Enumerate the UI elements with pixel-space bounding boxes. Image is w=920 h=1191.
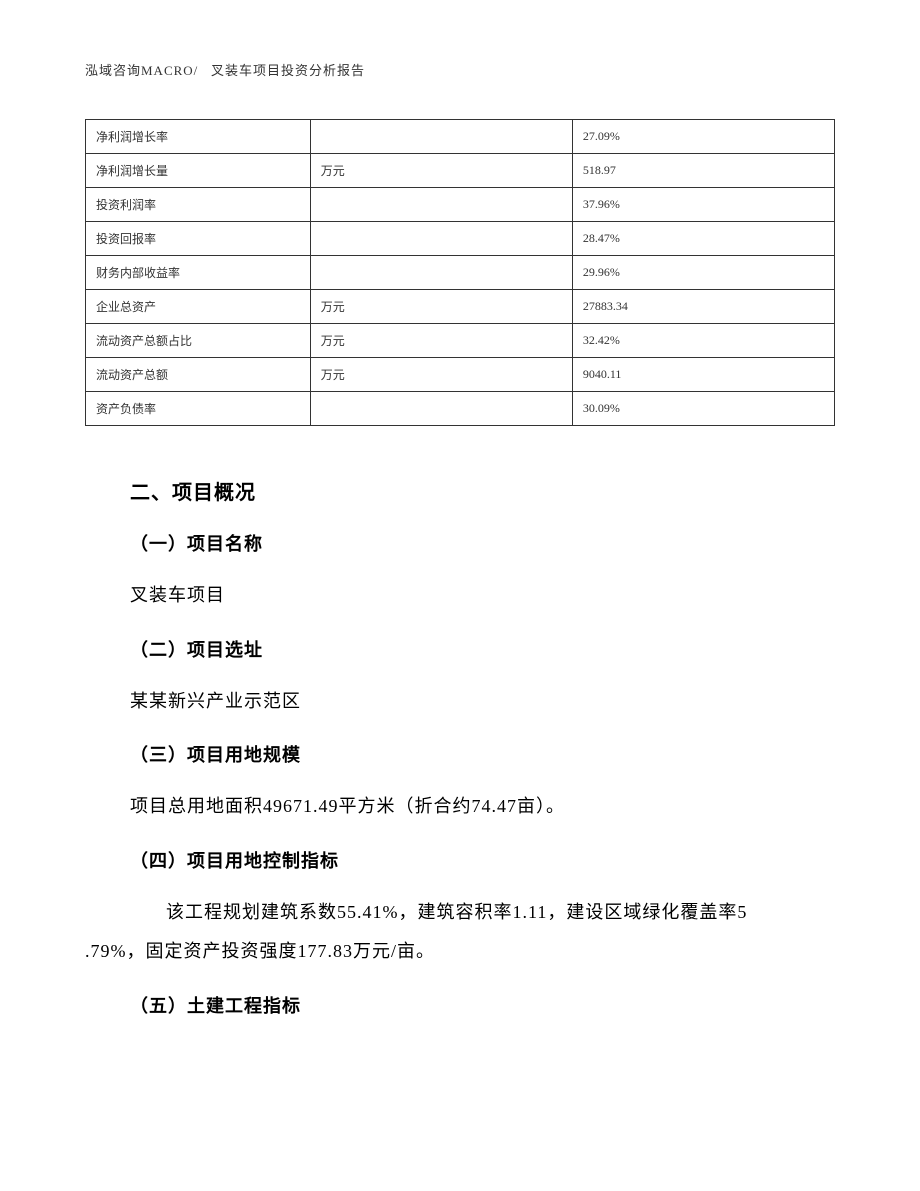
row-label: 流动资产总额 xyxy=(86,358,311,392)
table-row: 财务内部收益率 29.96% xyxy=(86,256,835,290)
row-value: 32.42% xyxy=(572,324,834,358)
row-label: 投资利润率 xyxy=(86,188,311,222)
body-text: 项目总用地面积49671.49平方米（折合约74.47亩）。 xyxy=(130,787,790,827)
row-label: 投资回报率 xyxy=(86,222,311,256)
table-row: 净利润增长量 万元 518.97 xyxy=(86,154,835,188)
financial-table: 净利润增长率 27.09% 净利润增长量 万元 518.97 投资利润率 37.… xyxy=(85,119,835,426)
section-heading-3: （二）项目选址 xyxy=(130,636,790,662)
row-label: 财务内部收益率 xyxy=(86,256,311,290)
table-row: 投资回报率 28.47% xyxy=(86,222,835,256)
row-label: 净利润增长量 xyxy=(86,154,311,188)
row-unit xyxy=(310,256,572,290)
row-label: 企业总资产 xyxy=(86,290,311,324)
body-text-line: .79%，固定资产投资强度177.83万元/亩。 xyxy=(85,932,835,972)
row-unit: 万元 xyxy=(310,358,572,392)
row-value: 27883.34 xyxy=(572,290,834,324)
body-text-line: 该工程规划建筑系数55.41%，建筑容积率1.11，建设区域绿化覆盖率5 xyxy=(85,893,835,933)
table-row: 流动资产总额 万元 9040.11 xyxy=(86,358,835,392)
table-row: 企业总资产 万元 27883.34 xyxy=(86,290,835,324)
row-unit: 万元 xyxy=(310,324,572,358)
header-company: 泓域咨询MACRO/ xyxy=(85,63,198,78)
row-unit xyxy=(310,188,572,222)
body-text: 叉装车项目 xyxy=(130,576,790,616)
row-unit xyxy=(310,120,572,154)
document-content: 二、项目概况 （一）项目名称 叉装车项目 （二）项目选址 某某新兴产业示范区 （… xyxy=(85,476,835,1018)
row-label: 净利润增长率 xyxy=(86,120,311,154)
table-row: 流动资产总额占比 万元 32.42% xyxy=(86,324,835,358)
row-label: 流动资产总额占比 xyxy=(86,324,311,358)
row-value: 9040.11 xyxy=(572,358,834,392)
row-value: 28.47% xyxy=(572,222,834,256)
row-value: 37.96% xyxy=(572,188,834,222)
header-title: 叉装车项目投资分析报告 xyxy=(211,63,365,78)
section-heading-3: （三）项目用地规模 xyxy=(130,741,790,767)
row-label: 资产负债率 xyxy=(86,392,311,426)
section-heading-3: （五）土建工程指标 xyxy=(130,992,790,1018)
table-row: 净利润增长率 27.09% xyxy=(86,120,835,154)
body-text: 该工程规划建筑系数55.41%，建筑容积率1.11，建设区域绿化覆盖率5 .79… xyxy=(85,893,835,972)
row-value: 30.09% xyxy=(572,392,834,426)
row-value: 29.96% xyxy=(572,256,834,290)
section-heading-3: （四）项目用地控制指标 xyxy=(130,847,790,873)
row-value: 518.97 xyxy=(572,154,834,188)
row-unit: 万元 xyxy=(310,290,572,324)
row-value: 27.09% xyxy=(572,120,834,154)
row-unit xyxy=(310,222,572,256)
section-heading-3: （一）项目名称 xyxy=(130,530,790,556)
row-unit xyxy=(310,392,572,426)
row-unit: 万元 xyxy=(310,154,572,188)
table-row: 资产负债率 30.09% xyxy=(86,392,835,426)
table-row: 投资利润率 37.96% xyxy=(86,188,835,222)
body-text: 某某新兴产业示范区 xyxy=(130,682,790,722)
section-heading-2: 二、项目概况 xyxy=(130,476,790,505)
page-header: 泓域咨询MACRO/ 叉装车项目投资分析报告 xyxy=(85,60,835,79)
